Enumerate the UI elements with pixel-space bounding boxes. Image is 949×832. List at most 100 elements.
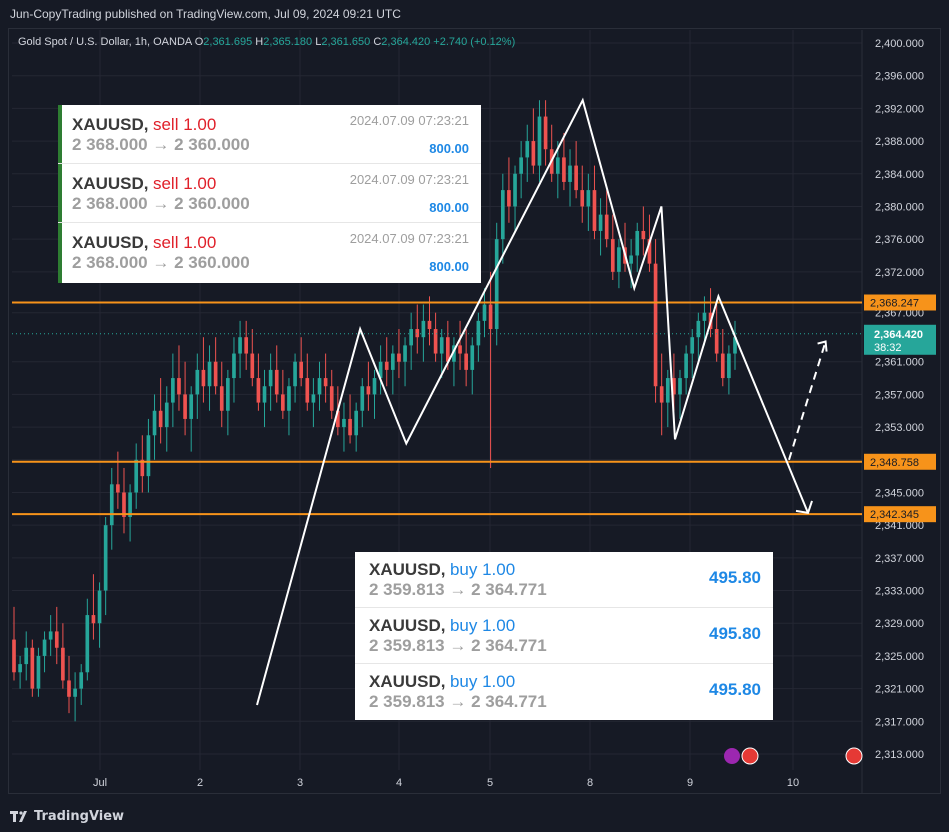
candle-body — [610, 239, 615, 272]
candle-body — [592, 190, 597, 231]
buy-trade-row: XAUUSD, buy 1.00 2 359.813 → 2 364.771 4… — [355, 608, 773, 664]
trade-amount: 800.00 — [429, 200, 469, 215]
candle-body — [42, 639, 47, 656]
candle-body — [140, 459, 145, 477]
candle-body — [207, 361, 212, 387]
trade-prices: 2 368.000 → 2 360.000 — [72, 253, 250, 272]
candle-body — [574, 165, 578, 191]
candle-body — [568, 165, 572, 182]
candle-body — [513, 173, 517, 207]
candle-body — [464, 353, 468, 370]
trade-amount: 495.80 — [709, 680, 761, 699]
tradingview-logo-icon — [10, 810, 27, 822]
candle-body — [494, 239, 499, 330]
candle-body — [342, 418, 346, 428]
candle-body — [79, 672, 84, 689]
y-tick-label: 2,353.000 — [875, 422, 924, 434]
trade-side: buy 1.00 — [449, 616, 516, 635]
candle-body — [525, 141, 530, 158]
candle-body — [445, 337, 450, 362]
candle-body — [116, 484, 120, 493]
candle-body — [476, 320, 481, 346]
candle-body — [537, 116, 542, 166]
ohlc-change: +2.740 (+0.12%) — [433, 36, 516, 48]
candle-body — [195, 369, 200, 395]
trade-amount: 495.80 — [709, 568, 761, 587]
candle-body — [73, 688, 77, 697]
trade-prices: 2 359.813 → 2 364.771 — [369, 692, 547, 711]
y-tick-label: 2,333.000 — [875, 586, 924, 598]
level-price-label: 2,348.758 — [870, 457, 919, 469]
trade-side: sell 1.00 — [152, 115, 217, 134]
candle-body — [268, 369, 273, 387]
publish-line: Jun-CopyTrading published on TradingView… — [0, 0, 949, 28]
x-tick-label: Jul — [93, 777, 107, 789]
candle-body — [85, 615, 90, 673]
trade-side: sell 1.00 — [152, 233, 217, 252]
y-tick-label: 2,388.000 — [875, 136, 924, 148]
candle-body — [91, 615, 96, 624]
candle-body — [109, 484, 114, 526]
candle-body — [281, 394, 285, 411]
candle-body — [146, 435, 151, 477]
candle-body — [354, 410, 359, 436]
buy-trades-panel: XAUUSD, buy 1.00 2 359.813 → 2 364.771 4… — [355, 552, 773, 720]
candle-body — [299, 361, 304, 379]
candle-body — [48, 631, 53, 640]
y-tick-label: 2,384.000 — [875, 169, 924, 181]
candle-body — [378, 361, 383, 379]
level-price-tag — [864, 506, 936, 523]
x-tick-label: 5 — [487, 777, 493, 789]
ohlc-o-label: O — [194, 36, 204, 48]
trade-symbol: XAUUSD, — [72, 115, 149, 134]
candle-body — [134, 459, 139, 493]
candle-body — [470, 345, 475, 370]
projection-arrow-head — [817, 340, 828, 352]
candle-body — [421, 320, 426, 338]
candle-body — [24, 647, 29, 665]
trade-symbol: XAUUSD, — [72, 233, 149, 252]
y-tick-label: 2,380.000 — [875, 201, 924, 213]
candle-body — [226, 378, 230, 411]
candle-body — [562, 157, 566, 182]
footer-brand[interactable]: TradingView — [10, 809, 124, 824]
candle-body — [672, 378, 676, 395]
ohlc-low: 2,361.650 — [321, 36, 371, 48]
candle-body — [12, 639, 16, 673]
candle-body — [403, 345, 407, 362]
candle-body — [390, 353, 395, 370]
candle-body — [305, 378, 310, 403]
candle-body — [629, 255, 633, 264]
y-tick-label: 2,392.000 — [875, 103, 924, 115]
ohlc-legend: Gold Spot / U.S. Dollar, 1h, OANDA O 2,36… — [18, 36, 515, 48]
x-tick-label: 10 — [787, 777, 799, 789]
candle-body — [323, 378, 328, 387]
candle-body — [103, 525, 108, 591]
trade-timestamp: 2024.07.09 07:23:21 — [349, 231, 469, 246]
candle-body — [727, 353, 731, 379]
candle-body — [256, 378, 261, 403]
trade-side: buy 1.00 — [449, 560, 516, 579]
candle-body — [433, 329, 438, 354]
candle-body — [158, 410, 163, 428]
candle-body — [18, 664, 22, 673]
y-tick-label: 2,325.000 — [875, 651, 924, 663]
trade-prices: 2 368.000 → 2 360.000 — [72, 194, 250, 213]
x-tick-label: 4 — [396, 777, 402, 789]
footer-brand-text: TradingView — [34, 809, 125, 824]
y-tick-label: 2,400.000 — [875, 38, 924, 50]
buy-trade-row: XAUUSD, buy 1.00 2 359.813 → 2 364.771 4… — [355, 664, 773, 720]
candle-body — [488, 304, 493, 330]
trade-timestamp: 2024.07.09 07:23:21 — [349, 172, 469, 187]
event-lightning-icon — [724, 748, 740, 764]
candle-body — [122, 492, 126, 517]
candle-body — [232, 353, 236, 379]
y-tick-label: 2,367.000 — [875, 308, 924, 320]
candle-body — [97, 590, 102, 624]
trade-prices: 2 359.813 → 2 364.771 — [369, 636, 547, 655]
candle-body — [336, 410, 340, 428]
candle-body — [262, 386, 267, 403]
candle-body — [702, 312, 707, 321]
ohlc-symbol: Gold Spot / U.S. Dollar, 1h, OANDA — [18, 36, 192, 48]
candle-body — [152, 410, 157, 436]
